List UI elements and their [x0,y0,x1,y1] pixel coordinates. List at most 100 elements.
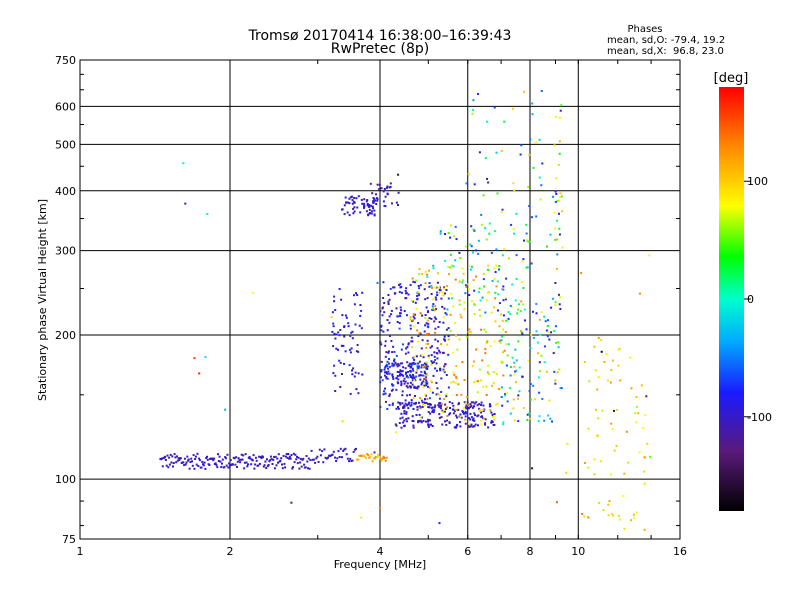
data-point [495,264,498,267]
data-point [480,411,483,414]
data-point [398,314,401,317]
data-point [499,341,502,344]
data-point [442,321,445,324]
data-point [423,370,426,373]
data-point [517,420,520,423]
data-point [625,430,628,433]
data-point [436,272,439,275]
data-point [487,364,490,367]
data-point [517,340,520,343]
data-point [493,418,496,421]
data-point [439,289,442,292]
data-point [404,373,407,376]
data-point [493,106,496,109]
data-point [423,288,426,291]
data-point [432,307,435,310]
data-point [467,288,470,290]
data-point [400,362,403,365]
data-point [347,322,350,325]
data-point [496,280,499,283]
data-point [504,298,507,301]
data-point [522,287,525,289]
data-point [610,422,613,425]
data-point [411,362,414,365]
data-point [371,192,374,195]
data-point [213,457,216,460]
data-point [267,464,270,466]
data-point [470,416,473,419]
data-point [512,228,515,230]
data-point [428,356,430,359]
data-point [472,360,475,363]
data-point [553,144,556,147]
data-point [480,401,483,404]
data-point [482,408,485,411]
data-point [433,355,436,358]
data-point [361,373,364,376]
data-point [477,252,480,255]
data-point [239,458,242,461]
data-point [453,374,456,376]
data-point [517,308,520,311]
y-tick-label: 100 [55,473,76,486]
data-point [402,421,405,424]
data-point [454,225,457,228]
data-point [321,450,324,453]
data-point [416,406,419,408]
data-point [212,459,215,462]
data-point [371,205,374,208]
data-point [440,343,443,346]
data-point [299,461,302,464]
data-point [351,459,354,462]
data-point [501,208,504,211]
data-point [409,404,412,407]
data-point [332,322,335,325]
data-point [554,325,557,328]
data-point [424,365,427,368]
data-point [540,90,543,92]
data-point [415,371,418,374]
data-point [417,367,420,370]
data-point [399,306,402,309]
data-point [452,305,455,308]
data-point [501,288,504,291]
data-point [422,374,425,377]
data-point [391,362,394,365]
data-point [618,518,621,521]
data-point [557,341,560,344]
data-point [191,464,194,467]
data-point [334,337,337,340]
data-point [469,243,472,246]
data-point [477,414,480,417]
data-point [476,404,479,407]
data-point [432,264,435,267]
data-point [594,369,597,372]
data-point [493,340,496,343]
data-point [507,317,510,320]
data-point [492,382,495,384]
data-point [419,397,422,400]
data-point [379,310,382,313]
data-point [348,364,351,367]
data-point [525,266,528,269]
data-point [539,333,542,336]
data-point [475,401,478,404]
data-point [397,204,399,206]
data-point [383,368,386,371]
data-point [400,382,403,385]
data-point [622,495,625,497]
data-point [433,316,436,319]
data-point [411,367,414,370]
data-point [334,374,337,377]
data-point [353,197,356,199]
y-tick-label: 500 [55,138,76,151]
data-point [343,448,346,451]
data-point [475,348,478,351]
data-point [409,324,412,327]
data-point [239,461,242,464]
data-point [203,461,206,464]
data-point [397,406,399,408]
data-point [356,344,359,346]
data-point [416,365,419,368]
data-point [412,369,415,372]
